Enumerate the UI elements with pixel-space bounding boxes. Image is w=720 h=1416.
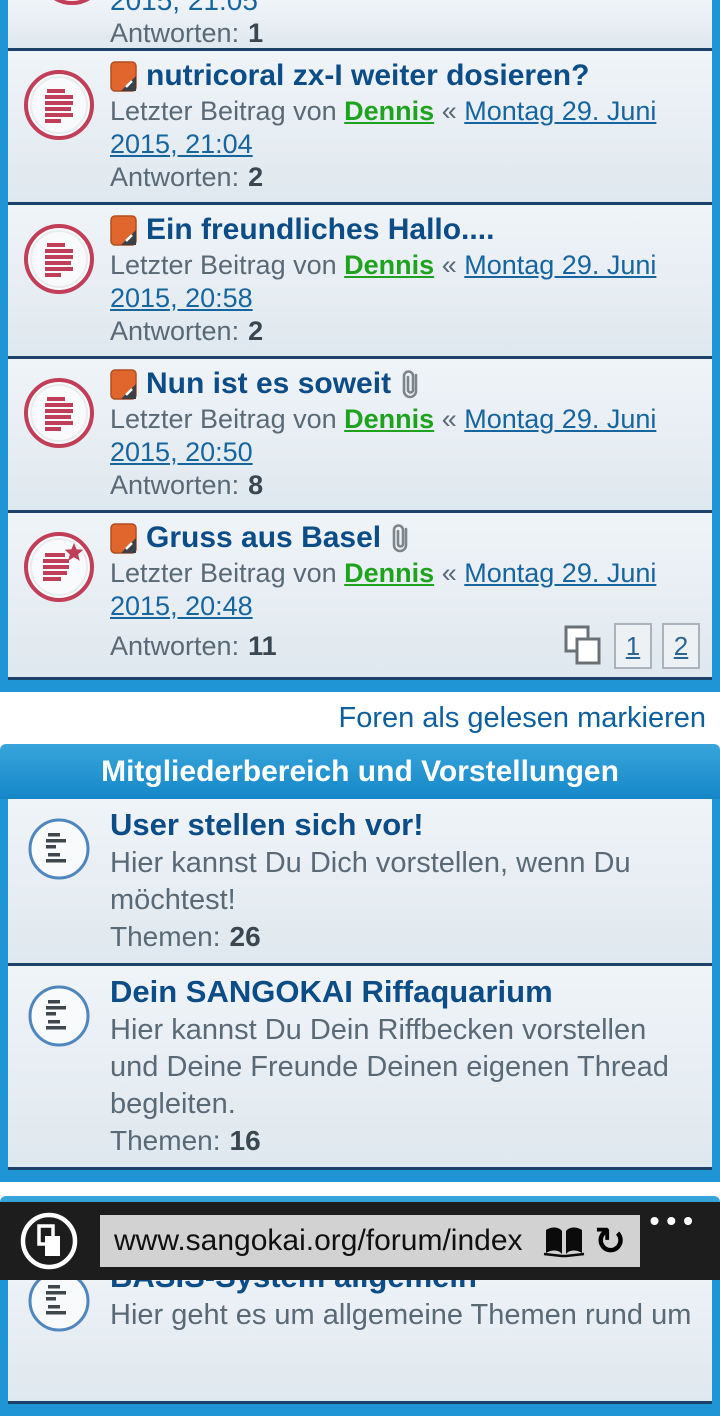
forum-title-link[interactable]: User stellen sich vor! xyxy=(110,807,424,842)
topic-title-link[interactable]: Gruss aus Basel xyxy=(146,521,382,554)
mark-read-strip: Foren als gelesen markieren xyxy=(0,692,720,744)
topic-row: Ein freundliches Hallo.... Letzter Beitr… xyxy=(8,202,712,356)
forum-row: Dein SANGOKAI Riffaquarium Hier kannst D… xyxy=(8,963,712,1170)
topic-read-icon xyxy=(8,205,110,356)
answers-count: Antworten: 8 xyxy=(110,470,264,500)
section-header-mitgliederbereich: Mitgliederbereich und Vorstellungen xyxy=(0,744,720,799)
author-link[interactable]: Dennis xyxy=(344,404,435,434)
answers-count: Antworten: 1 xyxy=(110,18,264,48)
mark-forums-read-link[interactable]: Foren als gelesen markieren xyxy=(338,701,706,734)
topic-page-icon xyxy=(110,522,137,554)
forum-icon xyxy=(8,966,110,1167)
forums-table: User stellen sich vor! Hier kannst Du Di… xyxy=(0,799,720,1182)
forum-row: User stellen sich vor! Hier kannst Du Di… xyxy=(8,799,712,963)
topic-row: nutricoral zx-I weiter dosieren? Letzter… xyxy=(8,48,712,202)
topic-page-icon xyxy=(110,60,137,92)
topic-title-link[interactable]: nutricoral zx-I weiter dosieren? xyxy=(146,59,590,92)
forum-description: Hier geht es um allgemeine Themen rund u… xyxy=(110,1299,692,1331)
reading-view-button[interactable] xyxy=(538,1223,590,1259)
topic-hot-icon xyxy=(8,513,110,677)
answers-count: Antworten: 2 xyxy=(110,316,264,346)
section-gap xyxy=(0,1182,720,1196)
author-link[interactable]: Dennis xyxy=(344,558,435,588)
attachment-paperclip-icon xyxy=(400,367,422,401)
last-post-date-link[interactable]: Montag 29. Juni 2015, 20:58 xyxy=(110,250,657,313)
forum-description: Hier kannst Du Dein Riffbecken vorstelle… xyxy=(110,1014,669,1120)
last-post-meta: Letzter Beitrag von Dennis « Montag 29. … xyxy=(110,250,657,313)
last-post-meta: Letzter Beitrag von Dennis « Montag 29. … xyxy=(110,558,657,621)
last-post-meta: Letzter Beitrag von Dennis « Montag 29. … xyxy=(110,404,657,467)
topic-page-icon xyxy=(110,214,137,246)
last-post-date[interactable]: 2015, 21:05 xyxy=(110,0,258,16)
topics-table: 2015, 21:05 Antworten: 1 xyxy=(0,0,720,692)
multipage-icon xyxy=(562,623,604,669)
browser-tabs-button[interactable] xyxy=(18,1210,80,1272)
answers-count: Antworten: 11 1 2 xyxy=(110,623,702,669)
topic-row-partial: 2015, 21:05 Antworten: 1 xyxy=(8,0,712,48)
topic-title-link[interactable]: Ein freundliches Hallo.... xyxy=(146,213,495,246)
topic-read-icon xyxy=(8,51,110,202)
forum-topics-count: Themen: 16 xyxy=(110,1125,261,1156)
topic-read-icon xyxy=(8,359,110,510)
url-text[interactable]: www.sangokai.org/forum/index xyxy=(114,1224,523,1257)
author-link[interactable]: Dennis xyxy=(344,250,435,280)
page-number-button[interactable]: 1 xyxy=(614,623,652,669)
forum-icon xyxy=(8,799,110,963)
topic-pagination: 1 2 xyxy=(562,623,702,669)
browser-bottom-bar: www.sangokai.org/forum/index ↻ ••• xyxy=(0,1202,720,1280)
refresh-button[interactable]: ↻ xyxy=(590,1222,630,1260)
forum-topics-count: Themen: 26 xyxy=(110,921,261,952)
attachment-paperclip-icon xyxy=(390,521,412,555)
topic-row: Gruss aus Basel Letzter Beitrag von Denn… xyxy=(8,510,712,680)
refresh-icon: ↻ xyxy=(594,1219,626,1263)
last-post-date-link[interactable]: Montag 29. Juni 2015, 20:48 xyxy=(110,558,657,621)
topic-page-icon xyxy=(110,368,137,400)
topic-row: Nun ist es soweit Letzter Beitrag von De… xyxy=(8,356,712,510)
topic-read-icon xyxy=(34,0,110,8)
forum-title-link[interactable]: Dein SANGOKAI Riffaquarium xyxy=(110,974,553,1009)
answers-count: Antworten: 2 xyxy=(110,162,264,192)
last-post-date-link[interactable]: Montag 29. Juni 2015, 20:50 xyxy=(110,404,657,467)
page-number-button[interactable]: 2 xyxy=(662,623,700,669)
last-post-meta: Letzter Beitrag von Dennis « Montag 29. … xyxy=(110,96,657,159)
browser-menu-dots-button[interactable]: ••• xyxy=(644,1204,706,1238)
topic-title-link[interactable]: Nun ist es soweit xyxy=(146,367,392,400)
address-bar[interactable]: www.sangokai.org/forum/index ↻ xyxy=(100,1215,640,1267)
book-icon xyxy=(544,1227,585,1258)
last-post-date-link[interactable]: Montag 29. Juni 2015, 21:04 xyxy=(110,96,657,159)
forum-description: Hier kannst Du Dich vorstellen, wenn Du … xyxy=(110,847,631,916)
tabs-icon xyxy=(20,1212,78,1270)
author-link[interactable]: Dennis xyxy=(344,96,435,126)
